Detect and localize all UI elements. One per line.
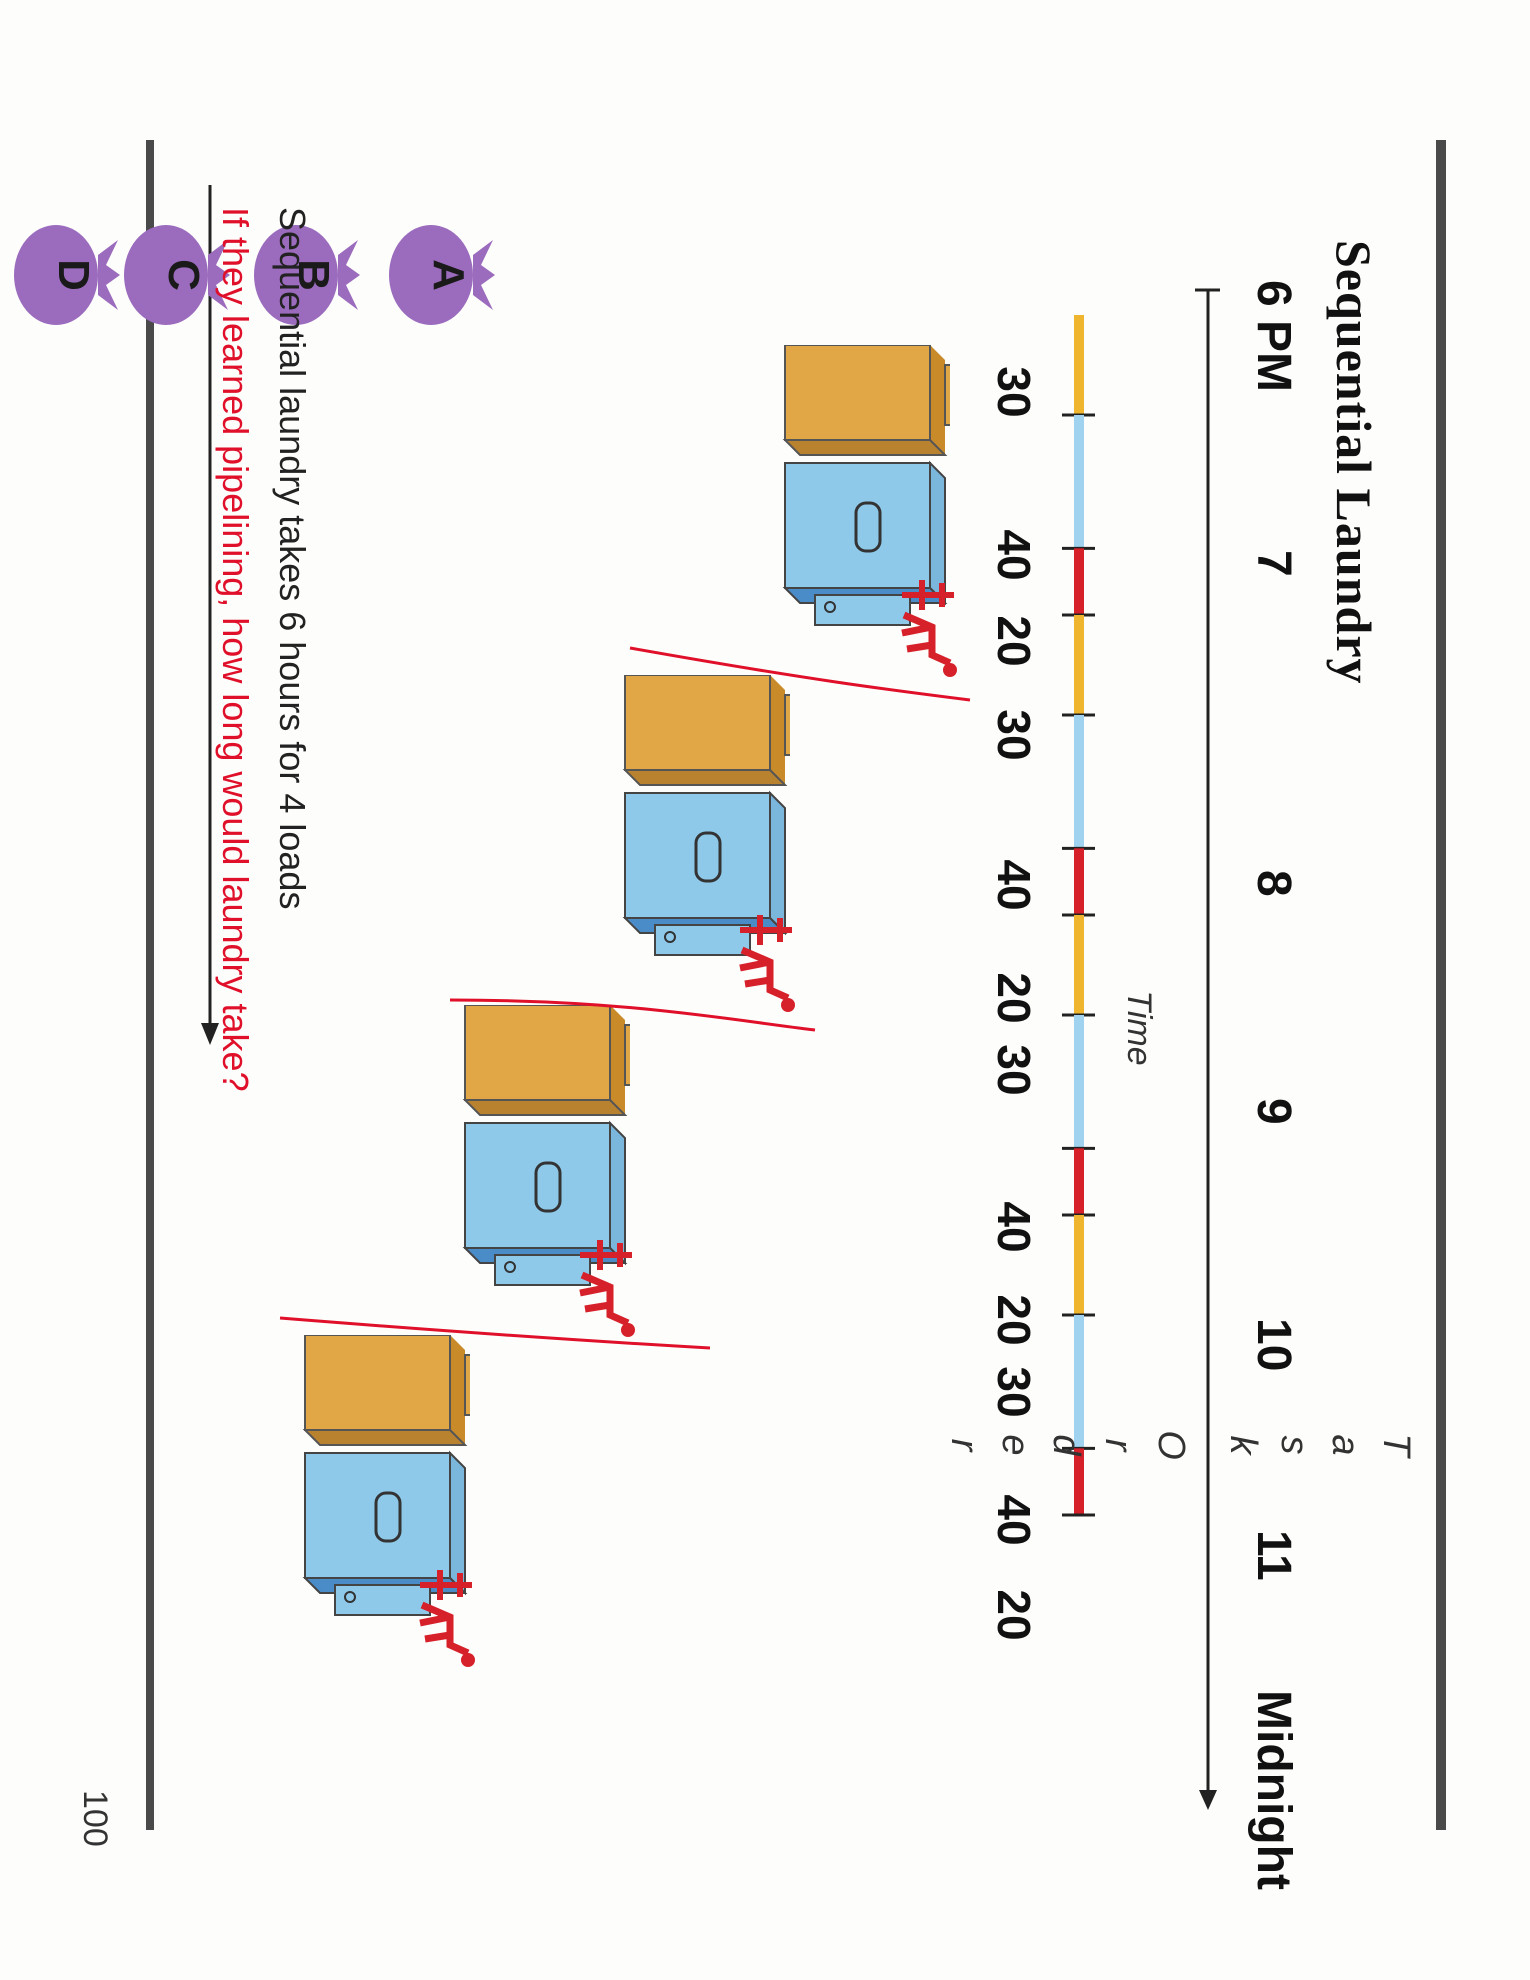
folding-person-icon <box>901 580 957 677</box>
task-order-char: e <box>994 1434 1036 1456</box>
task-order-char: T <box>1375 1433 1417 1457</box>
washer-dryer-icon <box>462 1005 630 1286</box>
timeline-segment <box>1074 548 1084 615</box>
washer-dryer-icon <box>782 345 950 626</box>
timeline-segment <box>1074 315 1084 415</box>
folding-person-icon <box>419 1570 475 1667</box>
task-order-arrow <box>201 185 219 1045</box>
timeline-segment <box>1074 915 1084 1015</box>
washer-dryer-icon <box>302 1335 470 1616</box>
load-letter: C <box>159 259 208 291</box>
task-order-char: s <box>1273 1435 1315 1455</box>
timeline-segment <box>1074 1148 1084 1215</box>
page-number: 100 <box>76 1790 114 1847</box>
load-letter: A <box>424 259 473 291</box>
question: If they learned pipelining, how long wou… <box>215 207 256 1092</box>
washer-dryer-icon <box>622 675 790 956</box>
timeline-segment <box>1074 848 1084 915</box>
laundry-bag-c: C <box>120 220 230 330</box>
time-arrow <box>1195 288 1220 1810</box>
task-order-char: a <box>1324 1434 1366 1456</box>
timeline-segment <box>1074 715 1084 849</box>
task-order-char: k <box>1222 1435 1264 1455</box>
task-order-char: r <box>943 1438 985 1452</box>
timeline-segment <box>1074 1315 1084 1449</box>
caption: Sequential laundry takes 6 hours for 4 l… <box>272 207 313 910</box>
laundry-bag-b: B <box>250 220 360 330</box>
task-order-char: r <box>1097 1438 1139 1452</box>
timeline-segment <box>1074 1015 1084 1149</box>
timeline-segment <box>1074 1448 1084 1516</box>
laundry-bag-d: D <box>10 220 120 330</box>
timeline-segment <box>1074 415 1084 549</box>
folding-person-icon <box>579 1240 635 1337</box>
timeline-segment <box>1074 1215 1084 1315</box>
folding-person-icon <box>739 915 795 1012</box>
load-letter: D <box>49 259 98 291</box>
task-order-char: d <box>1045 1434 1087 1456</box>
task-order-char: O <box>1150 1430 1192 1460</box>
timeline-segment <box>1074 615 1084 715</box>
laundry-bag-a: A <box>385 220 495 330</box>
timeline-bar <box>1062 315 1095 1517</box>
